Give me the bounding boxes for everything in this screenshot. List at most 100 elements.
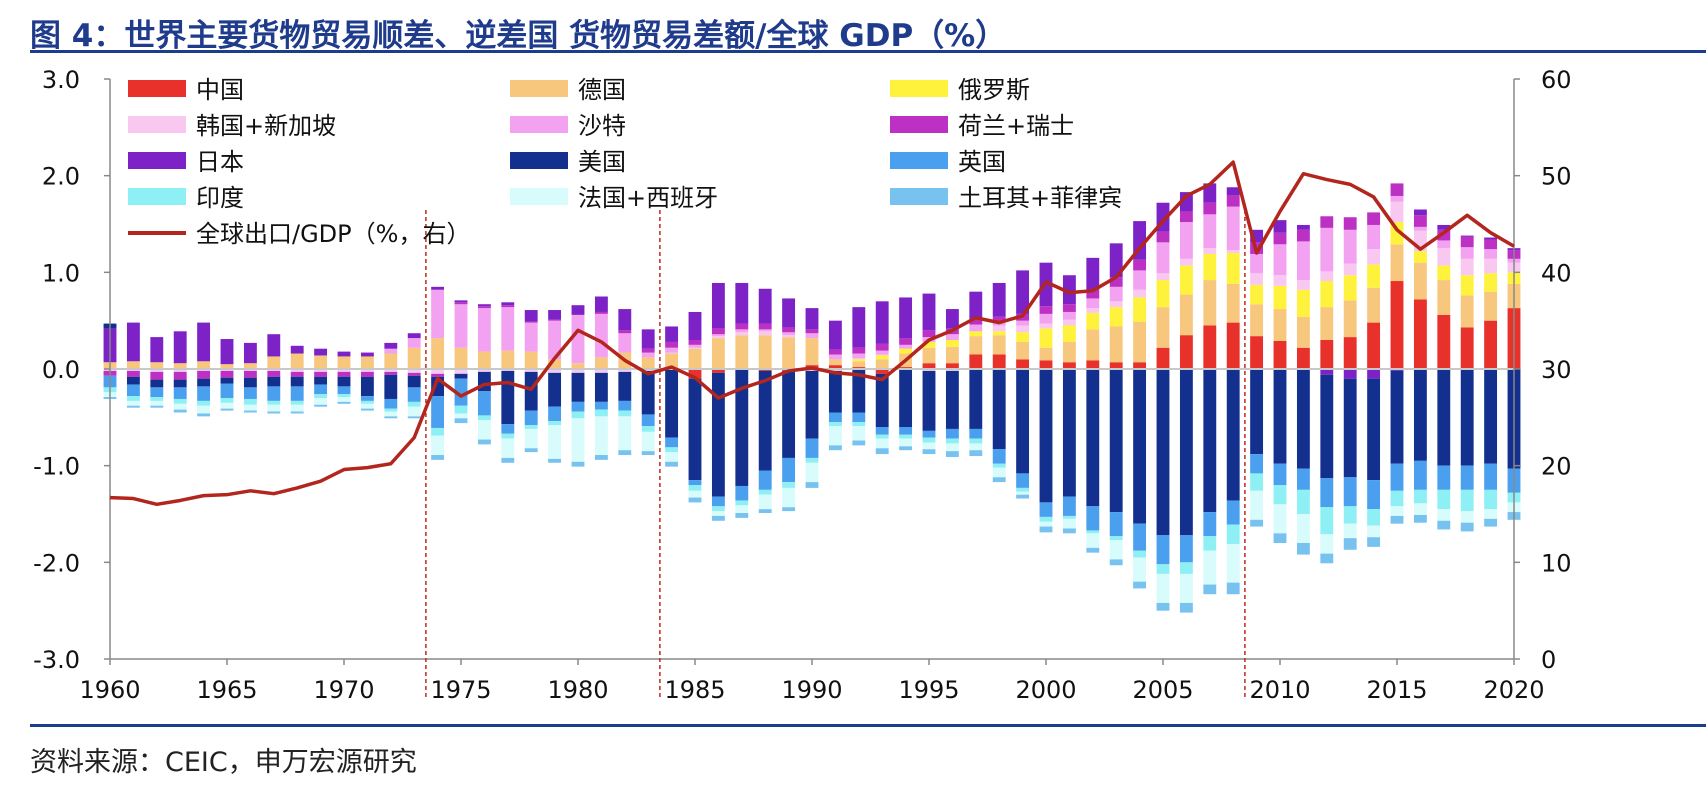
bar-1966-s11	[243, 410, 257, 413]
bar-1993-s1	[875, 359, 889, 369]
bar-1988-s3	[758, 331, 772, 336]
bar-1991-s9	[828, 422, 842, 427]
bar-2004-s0	[1133, 362, 1147, 369]
bar-1973-s3	[407, 369, 421, 373]
bar-1974-s8	[431, 396, 445, 428]
bar-1974-s10	[431, 435, 445, 456]
bar-1969-s10	[314, 398, 328, 405]
bar-2017-s10	[1437, 509, 1451, 521]
legend-swatch	[890, 188, 948, 205]
bar-1965-s9	[220, 398, 234, 403]
bar-2000-s0	[1039, 360, 1053, 369]
bar-2006-s2	[1179, 265, 1193, 295]
bar-1994-s9	[899, 434, 913, 439]
bar-2008-s6	[1226, 187, 1240, 195]
bar-1987-s5	[735, 323, 749, 330]
bar-1989-s5	[782, 327, 796, 333]
title-rule	[30, 50, 1706, 53]
bar-1965-s5	[220, 370, 234, 378]
bar-2003-s2	[1109, 307, 1123, 327]
bar-1977-s1	[501, 350, 515, 369]
bar-2002-s6	[1086, 257, 1100, 290]
export-line-layer	[109, 160, 1515, 507]
bar-1970-s8	[337, 386, 351, 395]
bar-1996-s2	[945, 340, 959, 347]
bar-1992-s11	[852, 440, 866, 446]
bar-1991-s0	[828, 365, 842, 369]
bar-1982-s4	[618, 333, 632, 353]
bar-1975-s1	[454, 347, 468, 369]
bar-2008-s9	[1226, 524, 1240, 544]
bar-1978-s6	[524, 310, 538, 322]
legend-label: 日本	[196, 148, 244, 176]
legend-label: 韩国+新加坡	[196, 112, 336, 140]
bar-1996-s8	[945, 428, 959, 439]
bar-1979-s8	[548, 406, 562, 422]
bar-1962-s6	[150, 337, 164, 363]
bar-1993-s3	[875, 354, 889, 356]
bar-2014-s2	[1367, 264, 1381, 288]
bar-2013-s7	[1343, 378, 1357, 478]
bar-1971-s10	[360, 403, 374, 409]
bar-1969-s11	[314, 404, 328, 407]
bar-1987-s4	[735, 329, 749, 333]
bar-1971-s5	[360, 371, 374, 377]
legend-swatch	[890, 116, 948, 133]
bar-2005-s7	[1156, 369, 1170, 536]
bar-2008-s7	[1226, 369, 1240, 501]
bar-2000-s10	[1039, 521, 1053, 527]
bar-1973-s9	[407, 401, 421, 407]
right-tick-label: 10	[1541, 549, 1572, 577]
bar-2016-s9	[1413, 489, 1427, 504]
bar-1993-s11	[875, 448, 889, 455]
bar-1974-s9	[431, 427, 445, 436]
bar-2010-s6	[1273, 220, 1287, 233]
bar-2011-s6	[1296, 224, 1310, 230]
bar-2003-s8	[1109, 512, 1123, 537]
left-tick-label: 1.0	[42, 259, 80, 287]
bar-1967-s7	[267, 376, 281, 387]
bar-2014-s11	[1367, 537, 1381, 547]
bar-1978-s7	[524, 371, 538, 411]
bar-1997-s1	[969, 336, 983, 355]
bar-2015-s3	[1390, 201, 1404, 223]
bar-1971-s3	[360, 369, 374, 372]
bar-2017-s3	[1437, 248, 1451, 266]
bar-2017-s0	[1437, 314, 1451, 369]
bar-1997-s9	[969, 438, 983, 444]
bar-2011-s8	[1296, 468, 1310, 490]
bar-2005-s9	[1156, 564, 1170, 574]
bar-2009-s2	[1250, 284, 1264, 305]
bar-1970-s6	[337, 351, 351, 357]
bar-2003-s5	[1109, 277, 1123, 287]
bar-2003-s0	[1109, 362, 1123, 369]
bar-2002-s2	[1086, 312, 1100, 330]
bar-1997-s10	[969, 443, 983, 451]
bar-2000-s7	[1039, 369, 1053, 503]
bar-2015-s0	[1390, 281, 1404, 369]
bar-2019-s6	[1484, 237, 1498, 240]
bar-2013-s2	[1343, 275, 1357, 301]
bar-1968-s9	[290, 400, 304, 405]
bar-1963-s1	[173, 363, 187, 369]
bar-2001-s1	[1062, 341, 1076, 363]
bar-1965-s1	[220, 364, 234, 369]
bar-1976-s10	[477, 420, 491, 440]
bar-1972-s7	[384, 374, 398, 399]
bar-1970-s3	[337, 369, 351, 372]
bar-2010-s9	[1273, 485, 1287, 505]
bar-2003-s7	[1109, 369, 1123, 513]
bar-1996-s6	[945, 309, 959, 329]
bar-1988-s9	[758, 489, 772, 495]
bar-2015-s9	[1390, 490, 1404, 507]
bar-2018-s8	[1460, 465, 1474, 490]
bar-1980-s3	[571, 369, 585, 373]
bar-2013-s8	[1343, 477, 1357, 507]
bar-1998-s2	[992, 331, 1006, 336]
bar-1982-s3	[618, 369, 632, 372]
bar-1971-s9	[360, 400, 374, 404]
x-tick-label: 2000	[1015, 676, 1076, 704]
bar-1990-s9	[805, 457, 819, 463]
bar-2005-s3	[1156, 273, 1170, 281]
source-note: 资料来源：CEIC，申万宏源研究	[30, 747, 417, 778]
